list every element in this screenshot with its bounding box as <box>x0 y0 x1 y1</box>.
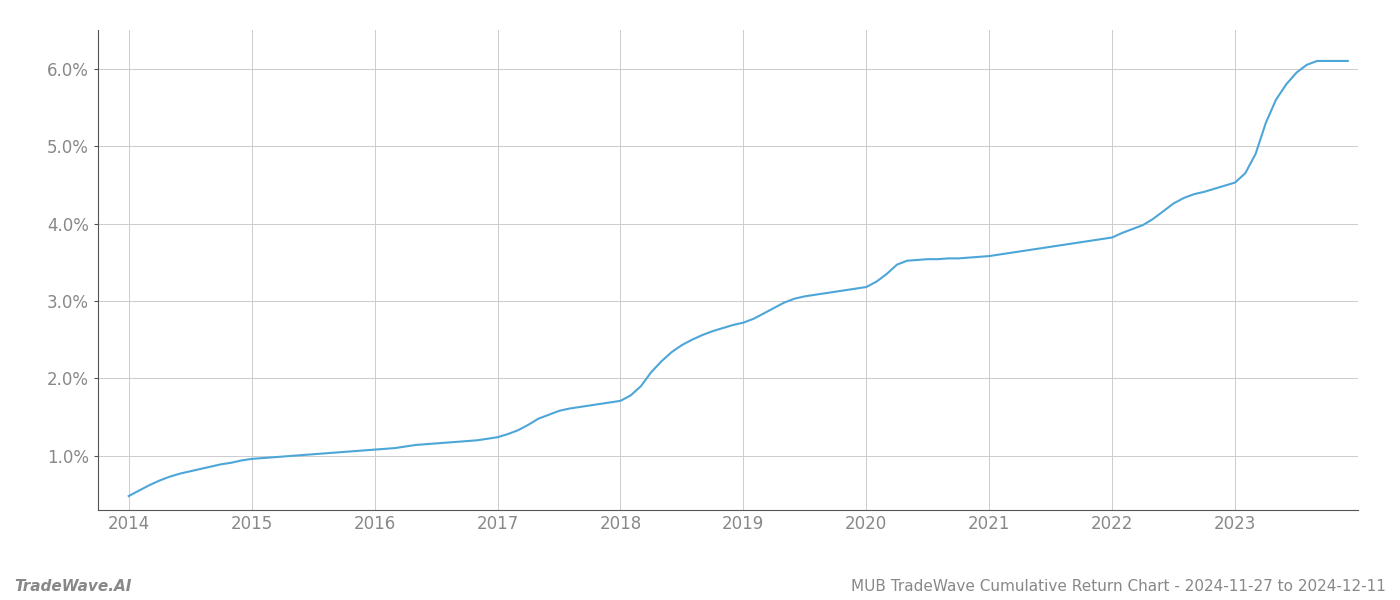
Text: TradeWave.AI: TradeWave.AI <box>14 579 132 594</box>
Text: MUB TradeWave Cumulative Return Chart - 2024-11-27 to 2024-12-11: MUB TradeWave Cumulative Return Chart - … <box>851 579 1386 594</box>
